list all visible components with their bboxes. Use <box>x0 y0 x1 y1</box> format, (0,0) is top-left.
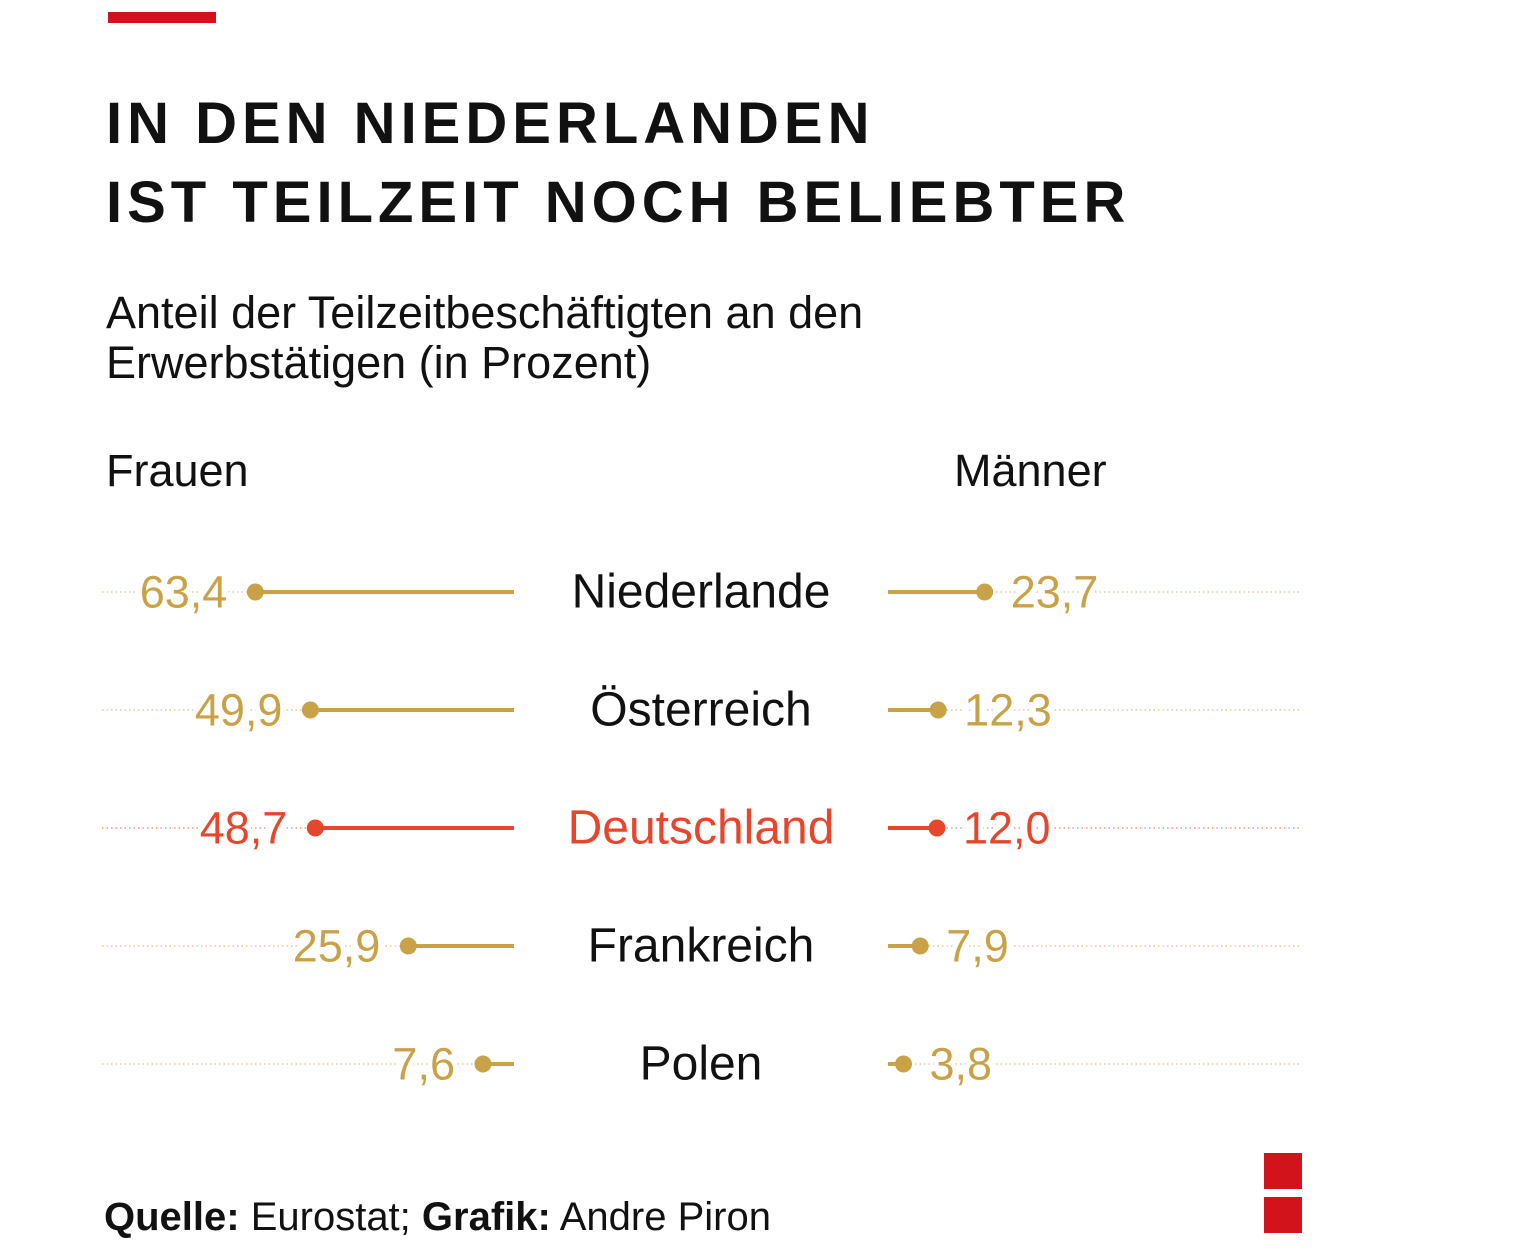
country-label-österreich: Österreich <box>590 684 811 737</box>
logo-square-top <box>1264 1153 1302 1189</box>
value-label-women-deutschland: 48,7 <box>200 803 288 854</box>
value-label-women-niederlande: 63,4 <box>140 567 228 618</box>
value-label-women-österreich: 49,9 <box>195 685 283 736</box>
dot-men-frankreich <box>911 937 929 955</box>
country-label-polen: Polen <box>640 1038 763 1091</box>
chart-subtitle-line-2: Erwerbstätigen (in Prozent) <box>106 337 652 388</box>
value-label-men-österreich: 12,3 <box>964 685 1052 736</box>
dot-men-niederlande <box>976 583 994 601</box>
source-label: Quelle: <box>104 1195 240 1239</box>
dot-women-polen <box>474 1055 492 1073</box>
women-column-heading: Frauen <box>106 445 249 496</box>
dot-women-österreich <box>301 701 319 719</box>
source-note: Quelle: Eurostat; Grafik: Andre Piron <box>104 1192 771 1242</box>
country-label-deutschland: Deutschland <box>568 802 835 855</box>
chart-title-line-1: IN DEN NIEDERLANDEN <box>106 91 875 156</box>
chart-subtitle-line-1: Anteil der Teilzeitbeschäftigten an den <box>106 287 864 338</box>
graphic-label: Grafik: <box>421 1195 551 1239</box>
dot-women-frankreich <box>399 937 417 955</box>
dot-men-österreich <box>929 701 947 719</box>
dot-women-deutschland <box>306 819 324 837</box>
value-label-men-deutschland: 12,0 <box>963 803 1051 854</box>
dot-men-polen <box>895 1055 913 1073</box>
country-label-frankreich: Frankreich <box>588 920 815 973</box>
dot-men-deutschland <box>928 819 946 837</box>
chart-title-line-2: IST TEILZEIT NOCH BELIEBTER <box>106 170 1131 235</box>
country-label-niederlande: Niederlande <box>572 566 831 619</box>
graphic-value: Andre Piron <box>550 1195 771 1239</box>
chart-title: IN DEN NIEDERLANDEN IST TEILZEIT NOCH BE… <box>106 84 1130 242</box>
value-label-women-frankreich: 25,9 <box>293 921 381 972</box>
publisher-logo <box>1264 1153 1302 1233</box>
men-column-heading: Männer <box>954 445 1107 496</box>
value-label-men-niederlande: 23,7 <box>1011 567 1099 618</box>
dot-women-niederlande <box>246 583 264 601</box>
value-label-men-frankreich: 7,9 <box>946 921 1009 972</box>
chart-subtitle: Anteil der Teilzeitbeschäftigten an den … <box>106 288 863 388</box>
logo-square-bottom <box>1264 1197 1302 1233</box>
value-label-men-polen: 3,8 <box>930 1039 993 1090</box>
accent-bar <box>108 12 216 23</box>
value-label-women-polen: 7,6 <box>392 1039 455 1090</box>
source-value: Eurostat; <box>239 1195 422 1239</box>
